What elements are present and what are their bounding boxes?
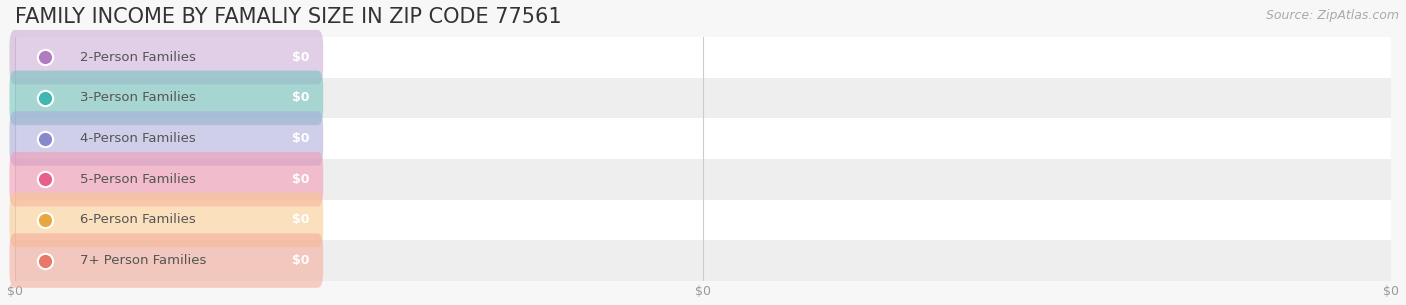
FancyBboxPatch shape — [10, 233, 323, 288]
Text: 2-Person Families: 2-Person Families — [80, 51, 195, 64]
Text: $0: $0 — [292, 51, 309, 64]
Text: Source: ZipAtlas.com: Source: ZipAtlas.com — [1265, 9, 1399, 22]
FancyBboxPatch shape — [10, 30, 323, 84]
Bar — [15, 37, 1391, 77]
Text: FAMILY INCOME BY FAMALIY SIZE IN ZIP CODE 77561: FAMILY INCOME BY FAMALIY SIZE IN ZIP COD… — [15, 7, 561, 27]
FancyBboxPatch shape — [10, 193, 323, 247]
Text: $0: $0 — [292, 132, 309, 145]
Text: $0: $0 — [292, 91, 309, 104]
Text: $0: $0 — [292, 173, 309, 186]
FancyBboxPatch shape — [10, 111, 323, 166]
Bar — [15, 77, 1391, 118]
Text: 6-Person Families: 6-Person Families — [80, 214, 195, 226]
Text: $0: $0 — [292, 254, 309, 267]
Bar — [15, 199, 1391, 240]
FancyBboxPatch shape — [10, 70, 323, 125]
Text: 5-Person Families: 5-Person Families — [80, 173, 195, 186]
Bar — [15, 159, 1391, 199]
Bar — [15, 118, 1391, 159]
Text: $0: $0 — [292, 214, 309, 226]
Bar — [15, 240, 1391, 281]
Text: 3-Person Families: 3-Person Families — [80, 91, 195, 104]
Text: 4-Person Families: 4-Person Families — [80, 132, 195, 145]
Text: 7+ Person Families: 7+ Person Families — [80, 254, 207, 267]
FancyBboxPatch shape — [10, 152, 323, 206]
